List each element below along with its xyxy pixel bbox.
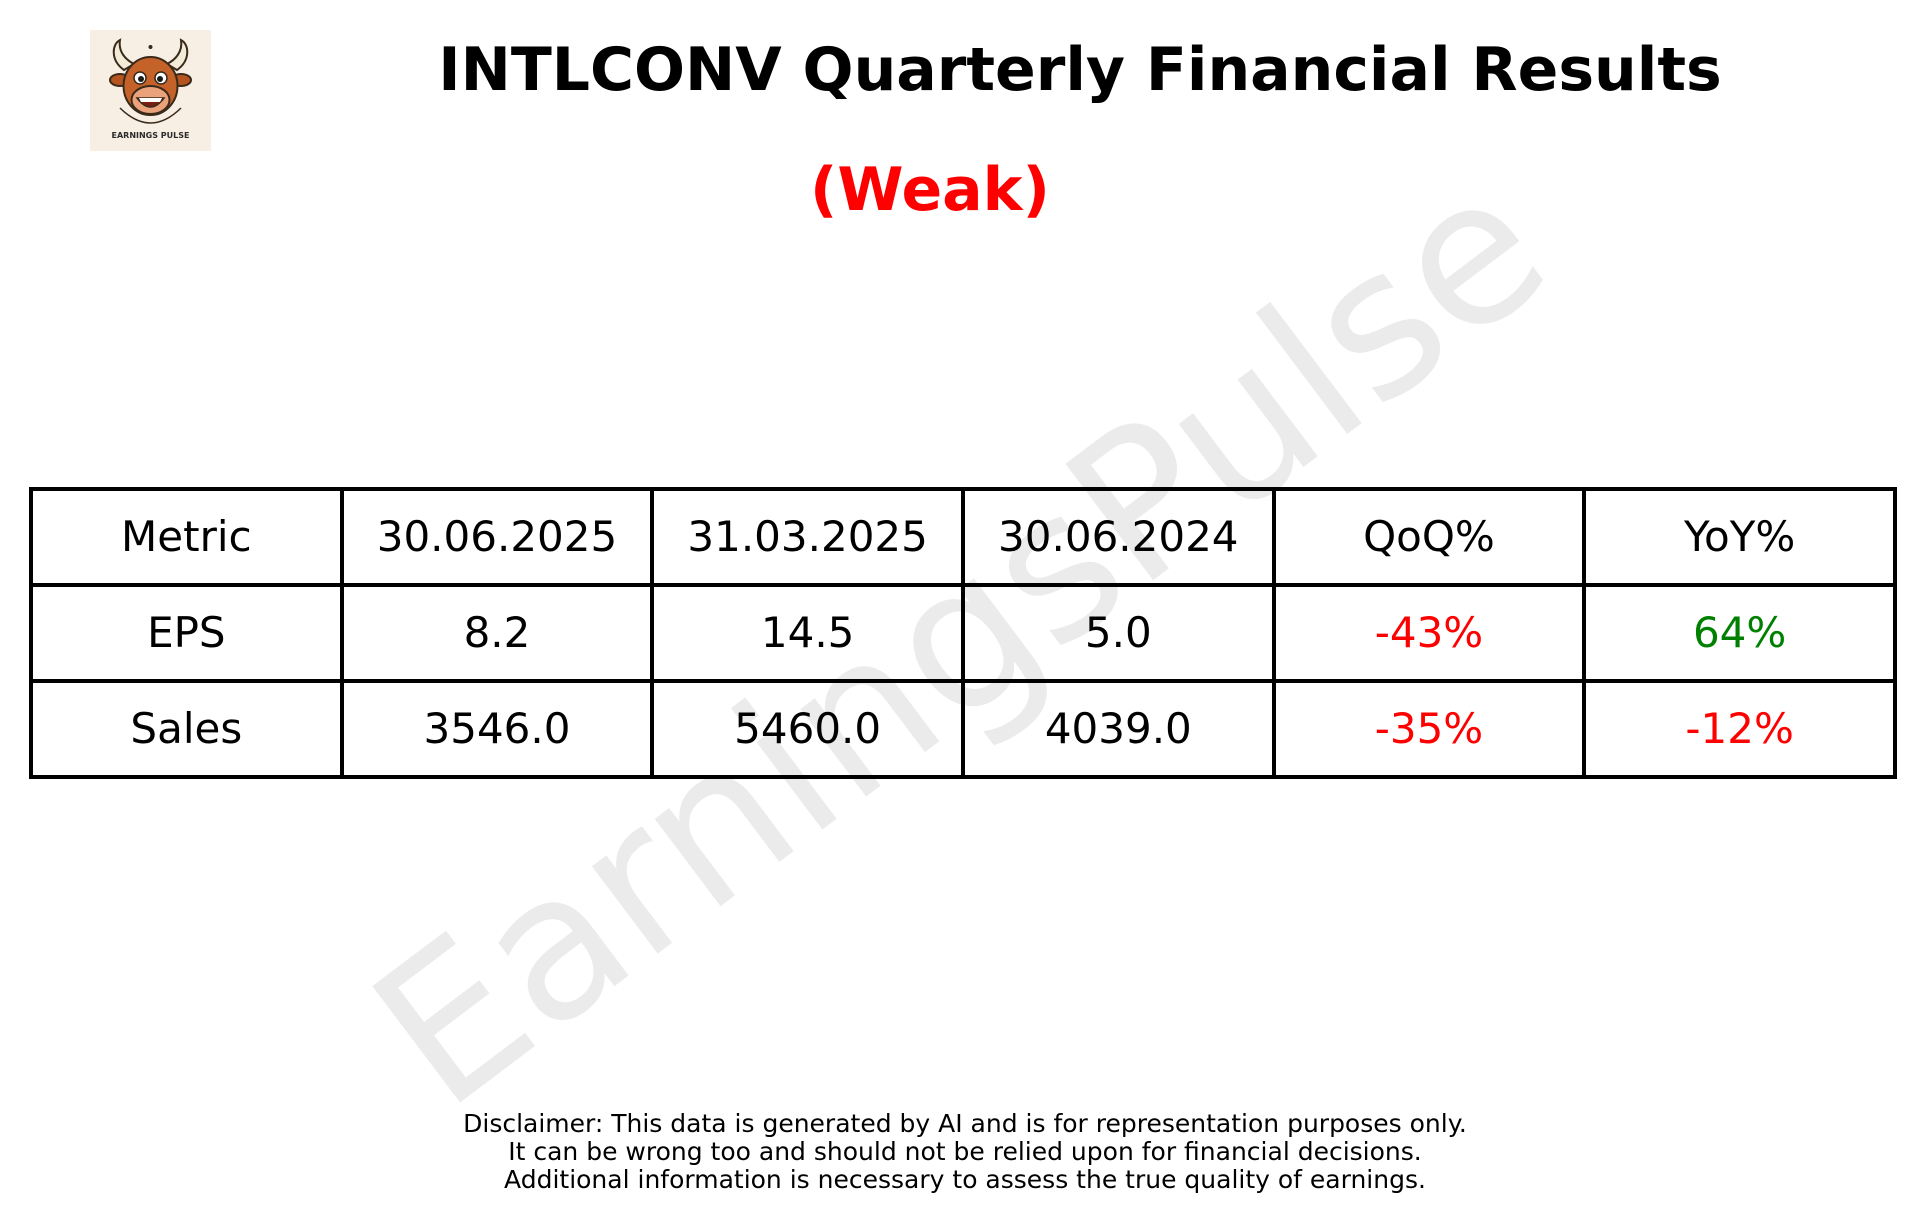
earnings-pulse-logo: EARNINGS PULSE — [90, 30, 211, 151]
rating-badge: (Weak) — [810, 155, 1050, 225]
page-title: INTLCONV Quarterly Financial Results — [438, 35, 1722, 105]
metric-cell: Sales — [29, 679, 344, 779]
disclaimer-line: It can be wrong too and should not be re… — [508, 1137, 1422, 1166]
value-cell: 4039.0 — [960, 679, 1276, 779]
value-cell: 3546.0 — [339, 679, 655, 779]
disclaimer-line: Disclaimer: This data is generated by AI… — [463, 1109, 1467, 1138]
qoq-change-cell: -43% — [1271, 583, 1587, 683]
column-header: YoY% — [1582, 487, 1897, 587]
qoq-change-cell: -35% — [1271, 679, 1587, 779]
disclaimer: Disclaimer: This data is generated by AI… — [0, 1110, 1919, 1194]
column-header: 30.06.2025 — [339, 487, 655, 587]
bull-mascot-icon — [109, 38, 192, 124]
column-header: QoQ% — [1271, 487, 1587, 587]
metric-cell: EPS — [29, 583, 344, 683]
column-header: Metric — [29, 487, 344, 587]
column-header: 30.06.2024 — [960, 487, 1276, 587]
yoy-change-cell: -12% — [1582, 679, 1897, 779]
table-row: Sales 3546.0 5460.0 4039.0 -35% -12% — [29, 679, 1897, 779]
table-row: EPS 8.2 14.5 5.0 -43% 64% — [29, 583, 1897, 683]
yoy-change-cell: 64% — [1582, 583, 1897, 683]
value-cell: 8.2 — [339, 583, 655, 683]
logo-caption: EARNINGS PULSE — [111, 131, 190, 140]
disclaimer-line: Additional information is necessary to a… — [504, 1165, 1426, 1194]
value-cell: 5.0 — [960, 583, 1276, 683]
value-cell: 5460.0 — [650, 679, 965, 779]
table-header-row: Metric 30.06.2025 31.03.2025 30.06.2024 … — [29, 487, 1897, 587]
results-table: Metric 30.06.2025 31.03.2025 30.06.2024 … — [29, 487, 1897, 779]
value-cell: 14.5 — [650, 583, 965, 683]
column-header: 31.03.2025 — [650, 487, 965, 587]
